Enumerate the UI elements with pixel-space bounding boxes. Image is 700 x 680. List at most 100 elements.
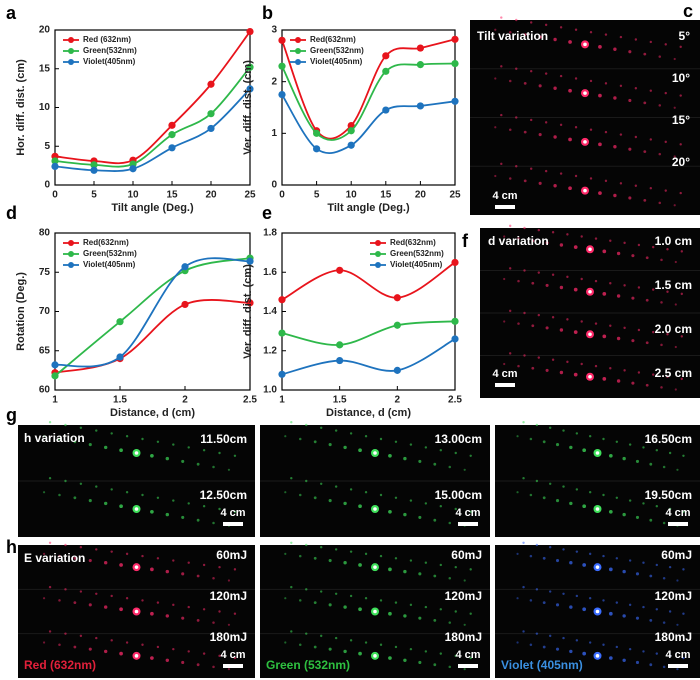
side-spot (125, 435, 129, 438)
y-tick-label: 80 (39, 228, 51, 239)
diffraction-spot (545, 283, 549, 287)
diffraction-spot (616, 379, 621, 383)
side-spot (575, 488, 579, 491)
x-tick-label: 15 (166, 190, 178, 201)
side-spot (48, 477, 52, 480)
legend-label: Green(532nm) (390, 249, 444, 258)
y-tick-label: 1.2 (263, 345, 277, 356)
diffraction-spot (73, 645, 77, 649)
diffraction-spot (103, 501, 108, 506)
side-spot (334, 429, 338, 432)
side-spot (682, 510, 685, 513)
diffraction-spot (284, 597, 287, 600)
spot-core (588, 247, 592, 252)
data-point (246, 63, 254, 71)
diffraction-spot (616, 251, 621, 256)
side-spot (668, 610, 672, 613)
diffraction-spot (503, 235, 506, 238)
side-spot (588, 491, 592, 494)
legend-marker (68, 251, 74, 257)
side-spot (574, 77, 578, 80)
diffraction-spot (418, 660, 422, 665)
data-point (278, 36, 286, 44)
side-spot (551, 358, 555, 361)
diffraction-spot (73, 556, 77, 560)
scale-label: 4 cm (220, 649, 245, 661)
diffraction-spot (88, 499, 92, 503)
side-spot (602, 599, 605, 602)
diffraction-spot (559, 243, 564, 247)
diffraction-spot (673, 106, 676, 109)
side-spot (141, 554, 144, 558)
diffraction-spot (635, 616, 640, 620)
side-spot (559, 123, 563, 127)
x-tick-label: 5 (314, 190, 320, 201)
side-spot (680, 292, 683, 296)
diffraction-spot (433, 574, 437, 578)
side-spot (588, 597, 592, 600)
side-spot (141, 599, 144, 602)
side-spot (609, 239, 612, 242)
spot-core (595, 565, 600, 569)
diffraction-spot (313, 601, 317, 605)
diffraction-spot (555, 647, 560, 651)
diffraction-spot (119, 607, 123, 612)
side-spot (409, 443, 413, 446)
diffraction-spot (608, 656, 613, 660)
side-spot (349, 639, 353, 642)
side-spot (172, 499, 175, 502)
data-point (246, 299, 254, 307)
data-point (382, 52, 390, 60)
diffraction-spot (284, 552, 287, 555)
diffraction-spot (88, 443, 92, 447)
image-label: 12.50cm (200, 488, 247, 502)
diffraction-spot (542, 440, 546, 444)
side-spot (95, 636, 98, 640)
legend-marker (295, 37, 301, 43)
diffraction-spot (388, 567, 392, 572)
side-spot (634, 38, 638, 41)
diffraction-spot (88, 558, 92, 563)
data-point (416, 102, 424, 110)
data-point (90, 166, 98, 174)
side-spot (233, 612, 237, 615)
data-point (278, 296, 286, 304)
side-spot (602, 554, 605, 558)
side-spot (141, 437, 144, 441)
side-spot (187, 446, 190, 449)
side-spot (637, 286, 641, 289)
diffraction-spot (662, 577, 666, 580)
side-spot (588, 641, 592, 644)
side-spot (48, 585, 52, 589)
side-spot (623, 326, 626, 330)
diffraction-spot (662, 665, 666, 669)
diffraction-spot (358, 651, 362, 656)
side-spot (682, 656, 685, 660)
diffraction-spot (674, 260, 677, 264)
y-tick-label: 1.6 (263, 267, 277, 278)
side-spot (594, 279, 598, 283)
side-spot (409, 559, 413, 562)
side-spot (559, 172, 563, 175)
data-point (207, 110, 215, 118)
side-spot (394, 645, 398, 649)
spot-core (373, 507, 377, 511)
side-spot (110, 488, 113, 491)
side-spot (530, 118, 533, 122)
side-spot (290, 630, 293, 633)
side-spot (549, 482, 552, 485)
image-label: 120mJ (445, 589, 482, 603)
diffraction-spot (403, 614, 407, 618)
y-tick-label: 65 (39, 345, 51, 356)
side-spot (559, 26, 563, 29)
diffraction-spot (559, 285, 564, 290)
diffraction-spot (674, 388, 677, 391)
side-spot (574, 126, 578, 129)
data-point (347, 127, 355, 135)
side-spot (637, 371, 641, 374)
side-spot (522, 421, 525, 424)
legend-label: Red(632nm) (310, 35, 356, 44)
side-spot (628, 603, 632, 607)
legend-marker (295, 48, 301, 54)
side-spot (64, 543, 67, 547)
